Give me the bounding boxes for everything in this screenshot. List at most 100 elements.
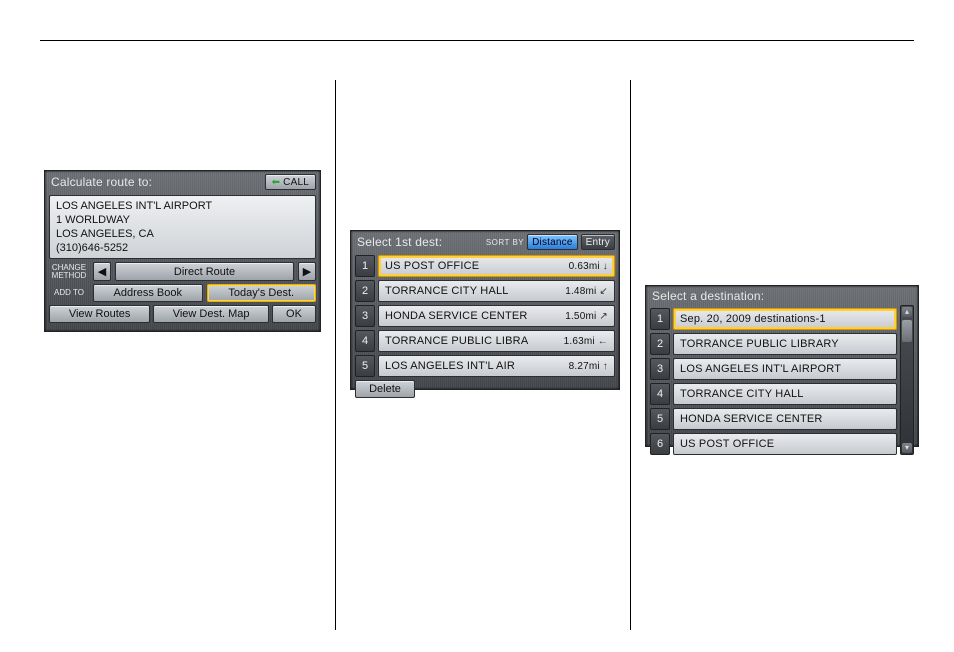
list-row[interactable]: 2 TORRANCE PUBLIC LIBRARY <box>650 333 897 355</box>
destination-address-field: LOS ANGELES INT'L AIRPORT 1 WORLDWAY LOS… <box>49 195 316 259</box>
address-line-1: LOS ANGELES INT'L AIRPORT <box>56 199 309 213</box>
row-cell[interactable]: HONDA SERVICE CENTER 1.50mi ↗ <box>378 305 615 327</box>
destination-name: TORRANCE CITY HALL <box>385 285 509 297</box>
column-divider-1 <box>335 80 336 630</box>
destination-name: HONDA SERVICE CENTER <box>680 413 823 425</box>
sort-distance-button[interactable]: Distance <box>527 234 578 250</box>
row-index: 2 <box>650 333 670 355</box>
list-row[interactable]: 2TORRANCE CITY HALL1.48mi ↙ <box>351 280 619 302</box>
row-index: 1 <box>650 308 670 330</box>
view-dest-map-label: View Dest. Map <box>173 308 250 320</box>
destination-list: 1Sep. 20, 2009 destinations-12TORRANCE P… <box>650 305 897 455</box>
row-cell[interactable]: TORRANCE PUBLIC LIBRARY <box>673 333 897 355</box>
sort-entry-label: Entry <box>586 237 610 248</box>
panel-title: Calculate route to: <box>51 175 152 189</box>
route-mode-label: Direct Route <box>174 266 235 278</box>
address-book-label: Address Book <box>114 287 182 299</box>
route-mode-display[interactable]: Direct Route <box>115 262 294 281</box>
panel-title: Select 1st dest: <box>357 235 442 249</box>
row-index: 6 <box>650 433 670 455</box>
view-routes-label: View Routes <box>69 308 131 320</box>
row-index: 4 <box>355 330 375 352</box>
destination-name: TORRANCE CITY HALL <box>680 388 804 400</box>
list-row[interactable]: 1 US POST OFFICE 0.63mi ↓ <box>351 255 619 277</box>
route-next-button[interactable]: ▶ <box>298 262 316 281</box>
sort-distance-label: Distance <box>532 237 573 248</box>
row-index: 4 <box>650 383 670 405</box>
call-arrow-icon: ⬅ <box>272 177 281 188</box>
address-line-4: (310)646-5252 <box>56 241 309 255</box>
destination-name: TORRANCE PUBLIC LIBRA <box>385 335 528 347</box>
panel-title: Select a destination: <box>652 289 764 303</box>
scroll-up-icon[interactable]: ▴ <box>902 307 912 317</box>
list-row[interactable]: 1Sep. 20, 2009 destinations-1 <box>650 308 897 330</box>
ok-button[interactable]: OK <box>272 305 316 323</box>
select-destination-panel: Select a destination: 1Sep. 20, 2009 des… <box>645 285 919 447</box>
sort-by-label: SORT BY <box>486 238 524 247</box>
row-index: 3 <box>650 358 670 380</box>
delete-button[interactable]: Delete <box>355 380 415 398</box>
direction-arrow-icon: ↙ <box>599 286 608 297</box>
list-row[interactable]: 3 HONDA SERVICE CENTER 1.50mi ↗ <box>351 305 619 327</box>
direction-arrow-icon: ↗ <box>599 311 608 322</box>
distance-readout: 0.63mi ↓ <box>569 261 608 272</box>
list-row[interactable]: 6 US POST OFFICE <box>650 433 897 455</box>
triangle-left-icon: ◀ <box>98 265 106 278</box>
list-row[interactable]: 4 TORRANCE PUBLIC LIBRA 1.63mi ← <box>351 330 619 352</box>
row-cell[interactable]: TORRANCE CITY HALL1.48mi ↙ <box>378 280 615 302</box>
calculate-route-panel: Calculate route to: ⬅ CALL LOS ANGELES I… <box>44 170 321 332</box>
change-method-label: CHANGE METHOD <box>49 262 89 281</box>
call-button-label: CALL <box>283 177 309 188</box>
scrollbar[interactable]: ▴ ▾ <box>900 305 914 455</box>
delete-label: Delete <box>369 383 401 395</box>
row-index: 5 <box>650 408 670 430</box>
destination-name: HONDA SERVICE CENTER <box>385 310 528 322</box>
row-cell[interactable]: US POST OFFICE <box>673 433 897 455</box>
row-cell[interactable]: HONDA SERVICE CENTER <box>673 408 897 430</box>
todays-dest-label: Today's Dest. <box>228 287 294 299</box>
destination-name: LOS ANGELES INT'L AIR <box>385 360 515 372</box>
triangle-right-icon: ▶ <box>303 265 311 278</box>
destination-name: TORRANCE PUBLIC LIBRARY <box>680 338 839 350</box>
row-cell[interactable]: LOS ANGELES INT'L AIRPORT <box>673 358 897 380</box>
destination-list: 1US POST OFFICE0.63mi ↓2TORRANCE CITY HA… <box>351 255 619 377</box>
distance-readout: 1.50mi ↗ <box>565 311 608 322</box>
destination-name: LOS ANGELES INT'L AIRPORT <box>680 363 841 375</box>
todays-dest-button[interactable]: Today's Dest. <box>207 284 317 302</box>
address-line-2: 1 WORLDWAY <box>56 213 309 227</box>
sort-entry-button[interactable]: Entry <box>581 234 615 250</box>
destination-name: US POST OFFICE <box>680 438 774 450</box>
select-first-dest-panel: Select 1st dest: SORT BY Distance Entry … <box>350 230 620 390</box>
destination-name: US POST OFFICE <box>385 260 479 272</box>
row-index: 2 <box>355 280 375 302</box>
row-index: 3 <box>355 305 375 327</box>
list-row[interactable]: 4 TORRANCE CITY HALL <box>650 383 897 405</box>
top-rule <box>40 40 914 41</box>
panel-titlebar: Select a destination: <box>646 286 918 305</box>
row-cell[interactable]: TORRANCE PUBLIC LIBRA 1.63mi ← <box>378 330 615 352</box>
address-line-3: LOS ANGELES, CA <box>56 227 309 241</box>
distance-readout: 1.63mi ← <box>564 336 608 347</box>
row-cell[interactable]: Sep. 20, 2009 destinations-1 <box>673 308 897 330</box>
column-divider-2 <box>630 80 631 630</box>
route-prev-button[interactable]: ◀ <box>93 262 111 281</box>
direction-arrow-icon: ← <box>598 336 608 347</box>
list-row[interactable]: 5LOS ANGELES INT'L AIR8.27mi ↑ <box>351 355 619 377</box>
row-index: 5 <box>355 355 375 377</box>
scroll-thumb[interactable] <box>902 320 912 342</box>
row-cell[interactable]: LOS ANGELES INT'L AIR8.27mi ↑ <box>378 355 615 377</box>
add-to-label: ADD TO <box>49 284 89 302</box>
scroll-down-icon[interactable]: ▾ <box>902 443 912 453</box>
row-cell[interactable]: US POST OFFICE 0.63mi ↓ <box>378 255 615 277</box>
ok-label: OK <box>286 308 302 320</box>
row-cell[interactable]: TORRANCE CITY HALL <box>673 383 897 405</box>
view-routes-button[interactable]: View Routes <box>49 305 150 323</box>
list-row[interactable]: 5 HONDA SERVICE CENTER <box>650 408 897 430</box>
panel-titlebar: Calculate route to: ⬅ CALL <box>45 171 320 192</box>
call-button[interactable]: ⬅ CALL <box>265 174 316 190</box>
list-row[interactable]: 3 LOS ANGELES INT'L AIRPORT <box>650 358 897 380</box>
direction-arrow-icon: ↑ <box>603 361 608 372</box>
view-dest-map-button[interactable]: View Dest. Map <box>153 305 269 323</box>
address-book-button[interactable]: Address Book <box>93 284 203 302</box>
row-index: 1 <box>355 255 375 277</box>
